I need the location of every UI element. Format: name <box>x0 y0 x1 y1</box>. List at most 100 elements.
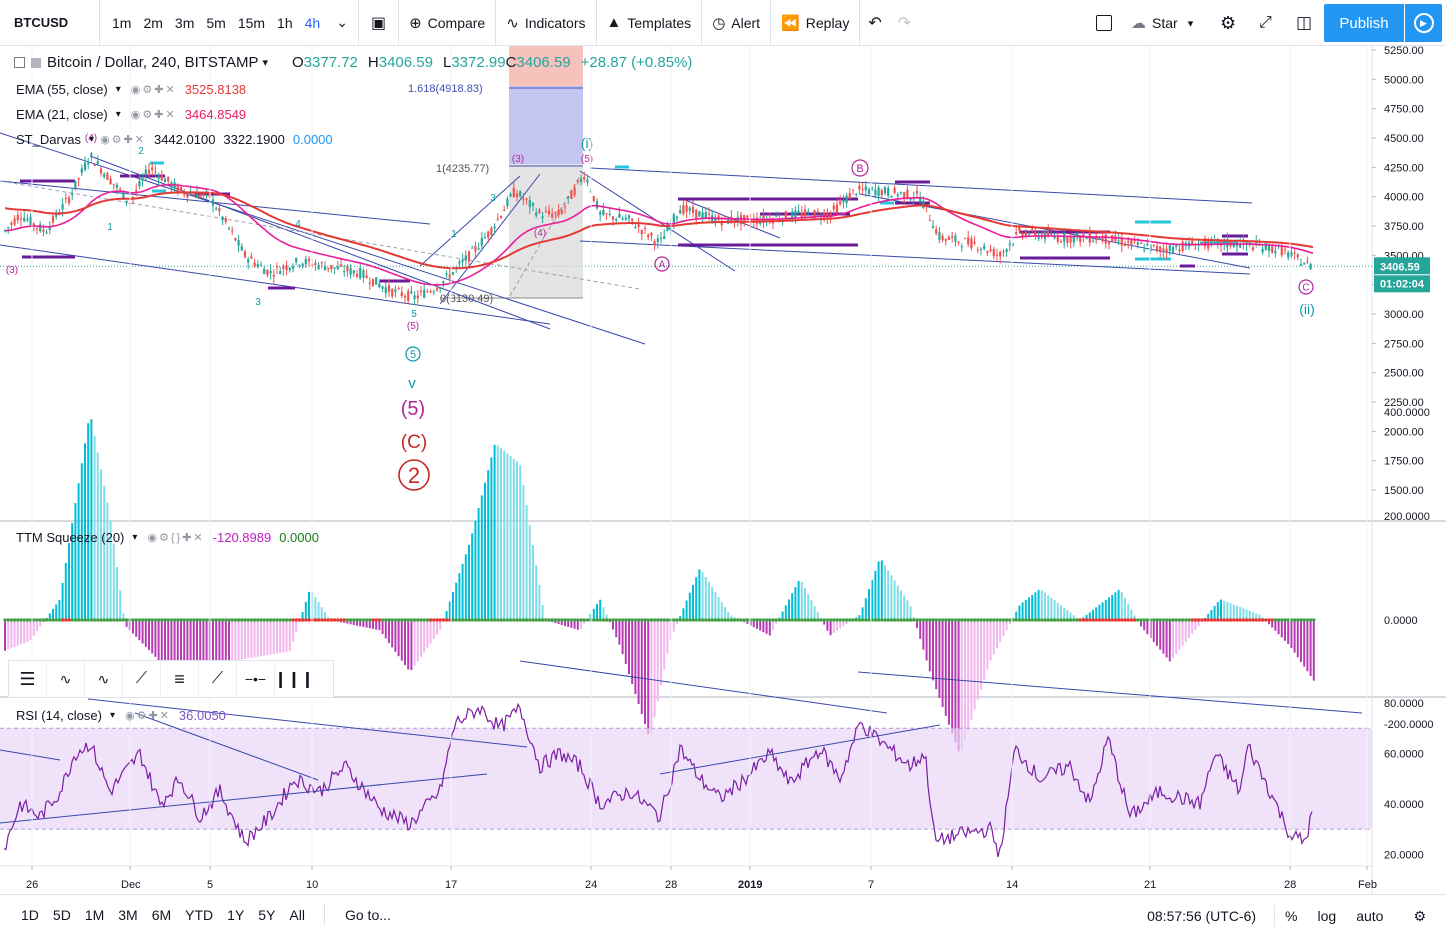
candle-body <box>1034 231 1037 237</box>
rsi-legend[interactable]: RSI (14, close) ▾ ◉⚙✚✕ 36.0050 <box>16 708 226 723</box>
interval-5m[interactable]: 5m <box>206 14 226 31</box>
candle-body <box>1005 249 1008 252</box>
squeeze-dot <box>19 618 23 622</box>
ttm-bar <box>938 620 941 699</box>
range-1d[interactable]: 1D <box>21 907 39 923</box>
range-ytd[interactable]: YTD <box>185 907 214 923</box>
goto-button[interactable]: Go to... <box>344 907 391 923</box>
range-1m[interactable]: 1M <box>84 907 105 923</box>
publish-play-button[interactable]: ▶ <box>1405 4 1442 42</box>
range-all[interactable]: All <box>289 907 305 923</box>
candle-body <box>1111 235 1114 242</box>
fib-retracement-tool[interactable]: ≡ <box>161 661 199 697</box>
squeeze-dot <box>886 618 890 622</box>
horizontal-ray-tool[interactable]: −•− <box>237 661 275 697</box>
star-button[interactable]: ☁ Star ▾ <box>1131 15 1194 32</box>
candle-body <box>1251 247 1255 251</box>
chart-canvas[interactable]: 5250.00 5000.00 4750.00 4500.00 4250.00 4000.… <box>0 46 1446 894</box>
compare-button[interactable]: ⊕ Compare <box>399 0 495 46</box>
legend-action-icons[interactable]: ◉⚙✚✕ <box>130 84 177 96</box>
price-scale-label: 2250.00 <box>1384 397 1424 409</box>
ttm-bar <box>1223 600 1226 620</box>
candle-body <box>1082 234 1085 237</box>
range-5d[interactable]: 5D <box>52 907 71 923</box>
alert-button[interactable]: ◷ Alert <box>702 0 770 46</box>
chart-area[interactable]: 5250.00 5000.00 4750.00 4500.00 4250.00 4000.… <box>0 46 1446 894</box>
legend-action-icons[interactable]: ◉⚙✚✕ <box>100 134 146 146</box>
candle-body <box>490 227 493 235</box>
replay-button[interactable]: ⏪ Replay <box>771 0 859 46</box>
scale-settings-button[interactable]: ⚙ <box>1393 906 1446 926</box>
squeeze-dot <box>268 618 273 622</box>
squeeze-dot <box>953 618 958 622</box>
range-6m[interactable]: 6M <box>151 907 172 923</box>
squeeze-dot <box>12 618 17 622</box>
horizontal-lines-tool[interactable]: ☰ <box>9 661 47 697</box>
more-tools[interactable]: ❙❙❙ <box>274 661 314 697</box>
percent-toggle[interactable]: % <box>1285 907 1298 924</box>
squeeze-dot <box>281 618 286 622</box>
squeeze-dot <box>108 618 113 622</box>
ttm-bar <box>644 620 646 724</box>
candle-body <box>1107 242 1111 244</box>
fullscreen-button[interactable]: ⤢ <box>1253 0 1278 46</box>
symbol-title[interactable]: Bitcoin / Dollar, 240, BITSTAMP <box>47 54 259 71</box>
clock-time[interactable]: 08:57:56 (UTC-6) <box>1147 907 1257 924</box>
ttm-bar <box>138 620 141 641</box>
indicators-button[interactable]: ∿ Indicators <box>496 0 595 46</box>
undo-button[interactable]: ↶ <box>860 0 889 46</box>
range-5y[interactable]: 5Y <box>258 907 276 923</box>
legend-action-icons[interactable]: ◉⚙✚✕ <box>130 109 177 121</box>
candle-body <box>339 264 343 267</box>
darvas-legend[interactable]: ST_Darvas ▾ ◉⚙✚✕ 3442.0100 3322.1900 0.00… <box>16 132 333 147</box>
squeeze-dot <box>777 618 782 622</box>
candle-body <box>279 270 282 275</box>
range-3m[interactable]: 3M <box>118 907 138 923</box>
collapse-icon[interactable] <box>14 57 25 68</box>
trend-line-tool[interactable]: ⟋ <box>123 661 161 697</box>
squeeze-dot <box>361 618 366 622</box>
ema55-legend[interactable]: EMA (55, close) ▾ ◉⚙✚✕ 3525.8138 <box>16 82 247 97</box>
auto-toggle[interactable]: auto <box>1356 907 1384 924</box>
elliott-impulse-tool[interactable]: ∿ <box>47 661 85 697</box>
squeeze-dot <box>348 618 353 622</box>
interval-1m[interactable]: 1m <box>112 14 132 31</box>
ttm-bar <box>1207 613 1210 620</box>
path-tool[interactable]: ⟋ <box>199 661 237 697</box>
fullscreen-layout-button[interactable] <box>1090 0 1118 46</box>
ema21-legend[interactable]: EMA (21, close) ▾ ◉⚙✚✕ 3464.8549 <box>16 107 247 122</box>
squeeze-dot <box>336 618 340 622</box>
redo-button[interactable]: ↷ <box>890 0 919 46</box>
interval-1h[interactable]: 1h <box>277 14 293 31</box>
candle-body <box>579 178 583 182</box>
candle-body <box>627 215 631 219</box>
range-1y[interactable]: 1Y <box>227 907 245 923</box>
ttm-legend[interactable]: TTM Squeeze (20) ▾ ◉⚙{}✚✕ -120.8989 0.000… <box>16 530 319 545</box>
candle-body <box>903 192 906 199</box>
templates-button[interactable]: ▲ Templates <box>597 0 702 46</box>
candle-body <box>1050 233 1053 235</box>
ttm-bar <box>52 608 54 620</box>
interval-2m[interactable]: 2m <box>143 14 163 31</box>
interval-3m[interactable]: 3m <box>174 14 195 31</box>
candle-body <box>906 189 909 199</box>
interval-4h[interactable]: 4h <box>304 14 321 31</box>
legend-action-icons[interactable]: ◉⚙✚✕ <box>125 710 171 722</box>
publish-button[interactable]: Publish <box>1324 4 1404 42</box>
settings-button[interactable]: ⚙ <box>1214 0 1242 46</box>
elliott-correction-tool[interactable]: ∿ <box>85 661 123 697</box>
interval-15m[interactable]: 15m <box>237 14 266 31</box>
symbol-search[interactable]: BTCUSD <box>0 0 100 46</box>
legend-action-icons[interactable]: ◉⚙{}✚✕ <box>147 532 205 544</box>
interval-dropdown[interactable]: ⌄ <box>336 14 348 30</box>
price-scale-label: 4000.00 <box>1384 192 1424 204</box>
log-toggle[interactable]: log <box>1317 907 1337 924</box>
squeeze-dot <box>652 618 657 622</box>
squeeze-dot <box>1107 618 1111 622</box>
ttm-bar <box>388 620 390 643</box>
chart-type-button[interactable]: ▣ <box>359 0 398 46</box>
candle-body <box>423 289 426 298</box>
snapshot-button[interactable]: ◫ <box>1290 0 1318 46</box>
wave-label: (5) <box>401 398 425 420</box>
candle-body <box>1152 244 1155 246</box>
